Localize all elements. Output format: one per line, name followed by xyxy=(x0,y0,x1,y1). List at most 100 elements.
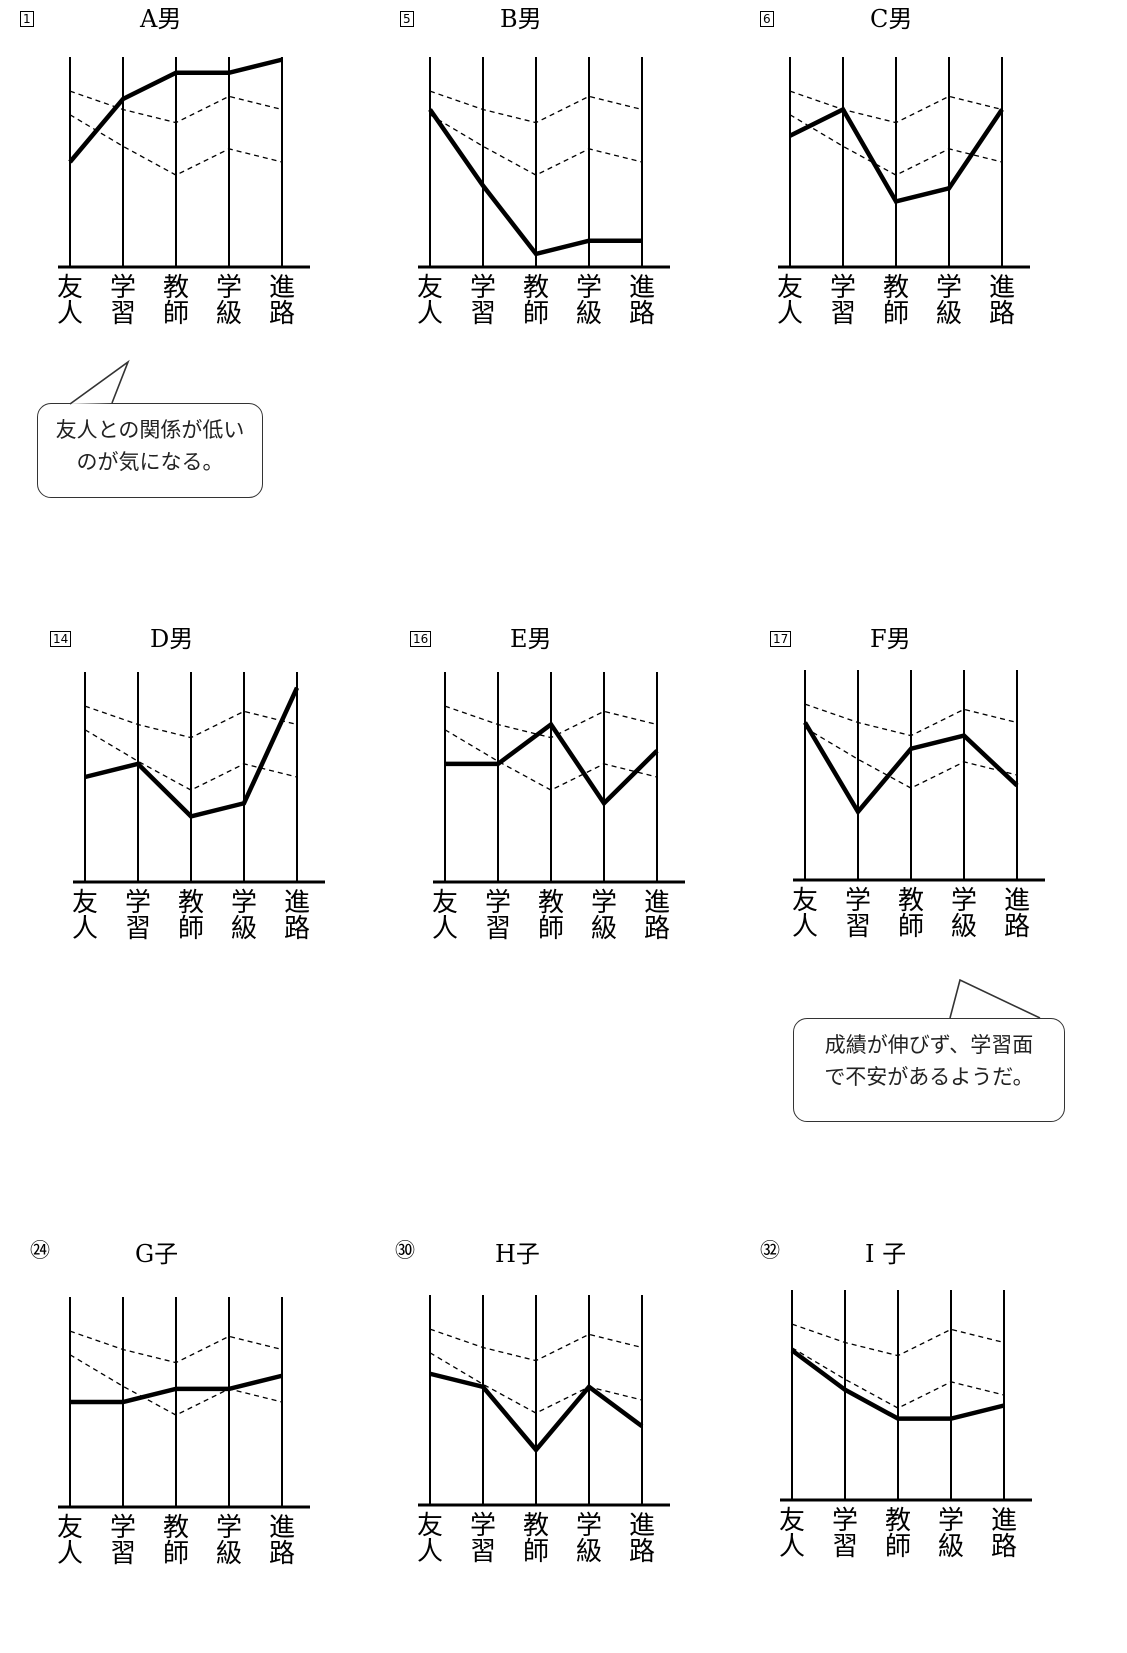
chart-plot xyxy=(58,57,310,269)
tick-label: 友 人 xyxy=(56,1513,83,1569)
chart-plot xyxy=(73,672,325,884)
tick-label: 学 級 xyxy=(230,888,257,944)
chart-title: G子 xyxy=(135,1240,179,1268)
reference-line-upper xyxy=(429,1328,643,1362)
chart-plot xyxy=(778,57,1030,269)
tick-label: 学 級 xyxy=(935,273,962,329)
tick-label: 学 習 xyxy=(109,273,136,329)
tick-label: 友 人 xyxy=(778,1506,805,1562)
chart-plot xyxy=(780,1290,1032,1502)
chart-panel: ㉜ I 子友 人学 習教 師学 級進 路 xyxy=(760,1240,1090,1610)
reference-line-lower xyxy=(444,729,658,791)
tick-label: 学 習 xyxy=(844,886,871,942)
reference-line-upper xyxy=(69,90,283,124)
tick-label: 友 人 xyxy=(416,273,443,329)
reference-line-upper xyxy=(69,1330,283,1364)
tick-label: 教 師 xyxy=(177,888,204,944)
chart-title: F男 xyxy=(870,625,911,653)
comment-tail-a xyxy=(69,359,130,405)
comment-bubble-a: 友人との関係が低い のが気になる。 xyxy=(37,403,263,498)
chart-title: B男 xyxy=(500,5,542,33)
comment-tail-f xyxy=(949,978,1041,1019)
reference-line-upper xyxy=(791,1323,1005,1357)
tick-label: 学 習 xyxy=(831,1506,858,1562)
tick-label: 学 習 xyxy=(124,888,151,944)
tick-label: 進 路 xyxy=(283,888,310,944)
reference-line-upper xyxy=(789,90,1003,124)
chart-title: C男 xyxy=(870,5,913,33)
chart-panel: 16 E男友 人学 習教 師学 級進 路 xyxy=(410,625,740,995)
tick-label: 教 師 xyxy=(162,1513,189,1569)
reference-line-lower xyxy=(804,727,1018,789)
tick-label: 進 路 xyxy=(628,1511,655,1567)
chart-panel: ㉔ G子友 人学 習教 師学 級進 路 xyxy=(30,1240,360,1610)
student-number: 5 xyxy=(400,11,414,27)
chart-title: H子 xyxy=(495,1240,540,1268)
tick-label: 友 人 xyxy=(431,888,458,944)
chart-title: D男 xyxy=(150,625,194,653)
tick-label: 学 級 xyxy=(575,1511,602,1567)
chart-plot xyxy=(418,1295,670,1507)
comment-text-a: 友人との関係が低い のが気になる。 xyxy=(55,418,245,474)
reference-line-lower xyxy=(429,114,643,176)
tick-label: 進 路 xyxy=(628,273,655,329)
tick-label: 進 路 xyxy=(268,1513,295,1569)
reference-line-lower xyxy=(69,114,283,176)
reference-line-lower xyxy=(429,1352,643,1414)
comment-text-f: 成績が伸びず、学習面 で不安があるようだ。 xyxy=(824,1033,1034,1089)
student-number: ㉚ xyxy=(395,1238,415,1262)
comment-bubble-f: 成績が伸びず、学習面 で不安があるようだ。 xyxy=(793,1018,1065,1122)
tick-label: 学 習 xyxy=(469,273,496,329)
chart-panel: 14 D男友 人学 習教 師学 級進 路 xyxy=(50,625,380,995)
student-number: 1 xyxy=(20,11,34,27)
tick-label: 学 級 xyxy=(215,273,242,329)
tick-label: 教 師 xyxy=(522,273,549,329)
reference-line-upper xyxy=(84,705,298,739)
reference-line-lower xyxy=(69,1354,283,1416)
tick-label: 学 習 xyxy=(109,1513,136,1569)
tick-label: 友 人 xyxy=(71,888,98,944)
tick-label: 進 路 xyxy=(1003,886,1030,942)
tick-label: 進 路 xyxy=(990,1506,1017,1562)
chart-panel: 6 C男友 人学 習教 師学 級進 路 xyxy=(760,5,1090,375)
tick-label: 友 人 xyxy=(776,273,803,329)
tick-label: 学 級 xyxy=(215,1513,242,1569)
student-number: 14 xyxy=(50,631,72,647)
student-number: ㉔ xyxy=(30,1238,50,1262)
tick-label: 教 師 xyxy=(882,273,909,329)
chart-title: E男 xyxy=(510,625,552,653)
reference-line-upper xyxy=(444,705,658,739)
tick-label: 友 人 xyxy=(416,1511,443,1567)
chart-plot xyxy=(793,670,1045,882)
tick-label: 教 師 xyxy=(884,1506,911,1562)
tick-label: 友 人 xyxy=(791,886,818,942)
student-number: ㉜ xyxy=(760,1238,780,1262)
reference-line-upper xyxy=(804,703,1018,737)
tick-label: 教 師 xyxy=(162,273,189,329)
chart-title: I 子 xyxy=(865,1240,907,1268)
chart-panel: 1 A男友 人学 習教 師学 級進 路 xyxy=(20,5,350,375)
chart-panel: 5 B男友 人学 習教 師学 級進 路 xyxy=(400,5,730,375)
student-number: 17 xyxy=(770,631,792,647)
chart-panel: ㉚ H子友 人学 習教 師学 級進 路 xyxy=(395,1240,725,1610)
tick-label: 進 路 xyxy=(643,888,670,944)
tick-label: 進 路 xyxy=(988,273,1015,329)
chart-plot xyxy=(58,1297,310,1509)
tick-label: 進 路 xyxy=(268,273,295,329)
chart-panel: 17 F男友 人学 習教 師学 級進 路 xyxy=(770,625,1100,995)
tick-label: 学 級 xyxy=(937,1506,964,1562)
student-number: 6 xyxy=(760,11,774,27)
tick-label: 学 習 xyxy=(484,888,511,944)
tick-label: 学 習 xyxy=(469,1511,496,1567)
tick-label: 教 師 xyxy=(537,888,564,944)
chart-plot xyxy=(433,672,685,884)
tick-label: 学 級 xyxy=(575,273,602,329)
reference-line-lower xyxy=(791,1347,1005,1409)
chart-plot xyxy=(418,57,670,269)
chart-title: A男 xyxy=(140,5,182,33)
reference-line-upper xyxy=(429,90,643,124)
tick-label: 教 師 xyxy=(522,1511,549,1567)
tick-label: 教 師 xyxy=(897,886,924,942)
tick-label: 友 人 xyxy=(56,273,83,329)
tick-label: 学 級 xyxy=(590,888,617,944)
